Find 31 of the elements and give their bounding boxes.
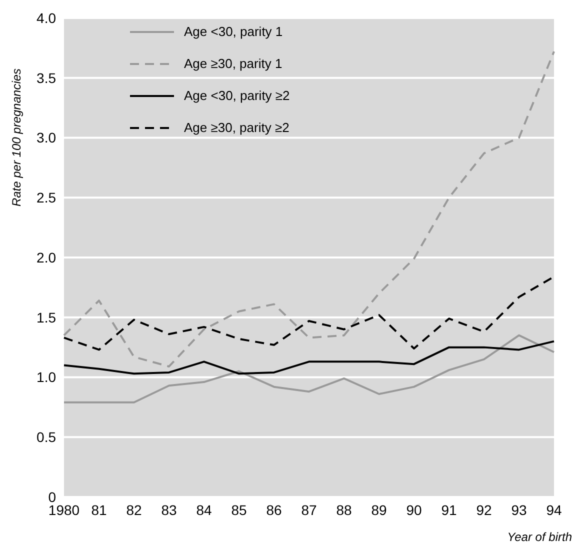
x-tick-label: 82 [126, 502, 142, 518]
y-tick-label: 4.0 [36, 10, 56, 26]
x-tick-label: 89 [371, 502, 387, 518]
x-tick-label: 93 [511, 502, 527, 518]
x-tick-label: 81 [91, 502, 107, 518]
x-tick-label: 83 [161, 502, 177, 518]
y-tick-label: 3.0 [36, 130, 56, 146]
x-tick-label: 94 [546, 502, 562, 518]
y-axis-title: Rate per 100 pregnancies [9, 68, 24, 207]
x-tick-label: 86 [266, 502, 282, 518]
legend-label: Age ≥30, parity 1 [184, 55, 282, 73]
y-tick-label: 1.0 [36, 369, 56, 386]
x-tick-label: 91 [441, 502, 457, 518]
y-tick-label: 2.5 [36, 190, 56, 206]
x-tick-label: 85 [231, 502, 247, 518]
x-tick-label: 92 [476, 502, 492, 518]
legend-label: Age <30, parity 1 [184, 23, 283, 41]
x-tick-label: 87 [301, 502, 317, 518]
x-tick-label: 84 [196, 502, 212, 518]
y-tick-label: 0.5 [36, 429, 56, 446]
y-tick-label: 3.5 [36, 70, 56, 86]
line-series [63, 334, 555, 404]
legend-label: Age <30, parity ≥2 [184, 87, 290, 105]
y-tick-label: 2.0 [36, 249, 56, 266]
x-tick-label: 90 [406, 502, 422, 518]
x-axis-title: Year of birth [507, 530, 572, 544]
line-series [63, 340, 555, 375]
y-tick-label: 1.5 [36, 309, 56, 326]
line-series [63, 50, 555, 368]
legend-label: Age ≥30, parity ≥2 [184, 119, 290, 137]
x-tick-label: 88 [336, 502, 352, 518]
